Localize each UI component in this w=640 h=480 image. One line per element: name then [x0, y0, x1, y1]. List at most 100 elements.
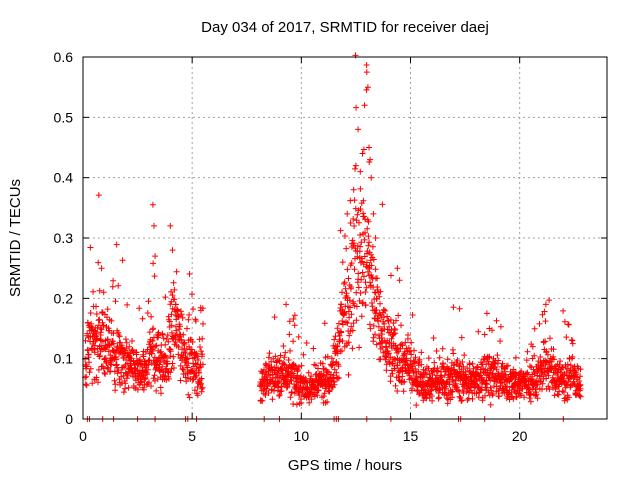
data-point	[129, 338, 135, 344]
data-point	[354, 211, 361, 218]
data-point	[276, 392, 283, 399]
data-point	[350, 320, 357, 327]
data-point	[348, 284, 355, 290]
data-point	[329, 361, 336, 368]
data-point	[363, 284, 370, 291]
data-point	[481, 331, 488, 338]
data-point	[87, 244, 94, 251]
data-point	[331, 381, 338, 388]
data-point	[326, 387, 333, 394]
data-point	[177, 377, 184, 384]
data-point	[366, 144, 372, 151]
data-point	[104, 336, 111, 343]
data-point	[478, 386, 485, 393]
data-point	[310, 345, 317, 352]
data-point	[195, 357, 202, 363]
data-point	[265, 390, 272, 396]
data-point	[149, 201, 156, 208]
data-point	[358, 255, 365, 262]
data-point	[101, 369, 108, 376]
data-point	[287, 347, 294, 354]
data-point	[172, 301, 179, 308]
data-point	[542, 301, 549, 308]
data-point	[185, 316, 192, 323]
data-point	[349, 345, 356, 352]
data-point	[278, 388, 285, 394]
data-point	[386, 323, 393, 330]
data-point	[350, 216, 357, 222]
data-point	[376, 293, 383, 300]
data-point	[452, 380, 459, 387]
data-point	[367, 279, 373, 286]
data-point	[93, 330, 100, 337]
data-point	[184, 355, 191, 362]
data-point	[518, 368, 525, 375]
data-point	[160, 335, 167, 342]
data-point	[425, 355, 432, 362]
data-point	[120, 389, 127, 396]
data-point	[386, 339, 393, 346]
data-point	[168, 329, 175, 336]
data-point	[483, 310, 490, 317]
data-point	[276, 358, 283, 365]
data-point	[271, 314, 278, 321]
data-point	[536, 320, 543, 327]
data-point	[489, 327, 495, 334]
data-point	[577, 393, 584, 400]
data-point	[151, 372, 158, 379]
data-point	[122, 336, 129, 343]
data-point	[91, 349, 98, 356]
data-point	[133, 351, 140, 358]
data-point	[539, 380, 546, 387]
data-point	[576, 392, 583, 399]
data-point	[337, 227, 344, 234]
data-point	[346, 314, 353, 321]
data-point	[86, 369, 93, 376]
data-point	[475, 328, 482, 335]
data-point	[93, 374, 100, 381]
data-point	[365, 233, 372, 240]
data-point	[561, 395, 568, 402]
y-axis-label: SRMTID / TECUs	[7, 179, 24, 297]
data-point	[362, 302, 369, 308]
data-point	[173, 268, 180, 275]
data-points	[82, 52, 584, 422]
data-point	[544, 351, 551, 358]
data-point	[150, 325, 157, 332]
data-point	[89, 380, 96, 387]
data-point	[103, 360, 110, 367]
data-point	[189, 291, 195, 298]
data-point	[502, 371, 509, 378]
data-point	[550, 356, 557, 363]
data-point	[158, 390, 164, 397]
data-point	[199, 335, 206, 342]
data-point	[164, 332, 171, 339]
data-point	[489, 392, 496, 399]
data-point	[534, 395, 541, 402]
data-point	[469, 360, 476, 367]
data-point	[416, 356, 423, 363]
data-point	[482, 392, 488, 399]
data-point	[339, 321, 346, 328]
data-point	[450, 350, 457, 357]
data-point	[529, 343, 536, 350]
data-point	[438, 373, 445, 380]
data-point	[497, 338, 504, 345]
data-point	[197, 381, 204, 388]
data-point	[108, 361, 115, 368]
data-point	[293, 378, 300, 385]
data-point	[124, 372, 131, 379]
data-point	[136, 305, 143, 312]
data-point	[185, 391, 192, 398]
data-point	[334, 343, 341, 349]
data-point	[199, 361, 206, 368]
data-point	[157, 349, 164, 356]
data-point	[327, 371, 334, 378]
data-point	[320, 372, 327, 379]
data-point	[111, 377, 118, 384]
data-point	[282, 349, 289, 356]
y-tick-label: 0	[65, 411, 73, 427]
data-point	[170, 365, 177, 371]
data-point	[177, 323, 183, 330]
data-point	[431, 359, 438, 366]
